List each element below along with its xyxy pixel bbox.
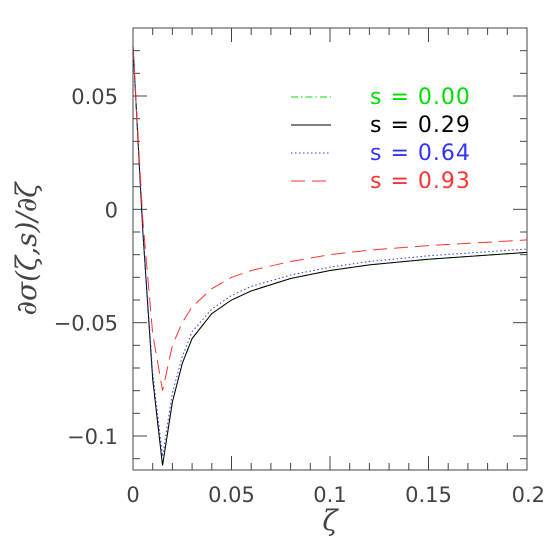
labels-layer: 0 0.05 0.1 0.15 0.2 0.05 0 −0.05 −0.1 — [54, 85, 545, 507]
legend-label-0: s = 0.00 — [370, 85, 471, 110]
x-axis-title: ζ — [322, 504, 339, 537]
legend: s = 0.00 s = 0.29 s = 0.64 s = 0.93 — [291, 85, 471, 194]
y-tick-label: −0.05 — [54, 312, 118, 336]
x-tick-label: 0 — [126, 483, 139, 507]
legend-label-3: s = 0.93 — [370, 169, 471, 194]
plot-frame — [132, 27, 528, 471]
legend-label-2: s = 0.64 — [370, 141, 471, 166]
series-layer — [132, 46, 528, 466]
series-line-3 — [132, 46, 528, 391]
x-tick-label: 0.15 — [405, 483, 452, 507]
series-line-1 — [132, 46, 528, 466]
x-tick-label: 0.2 — [512, 483, 545, 507]
legend-label-1: s = 0.29 — [370, 113, 471, 138]
ticks-layer — [132, 27, 528, 470]
y-tick-label: 0 — [105, 198, 118, 222]
y-tick-label: −0.1 — [67, 425, 118, 449]
x-tick-label: 0.1 — [313, 483, 346, 507]
y-axis-title: ∂σ(ζ,s)/∂ζ — [10, 181, 43, 316]
y-tick-label: 0.05 — [71, 85, 118, 109]
x-tick-label: 0.05 — [208, 483, 255, 507]
